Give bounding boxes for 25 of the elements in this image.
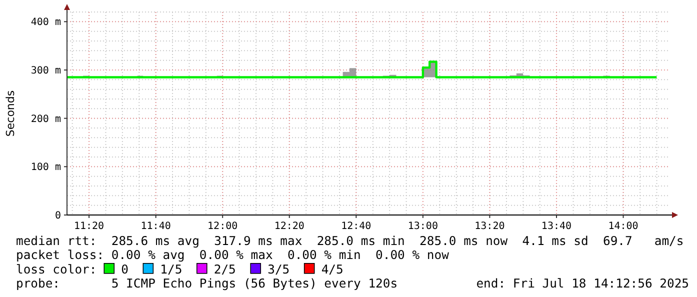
y-tick-label: 0 — [54, 210, 61, 222]
text: median rtt: 285.6 ms avg 317.9 ms max 285.0 ms min 285.0 ms now 4.1 ms sd 69.7 am/s — [16, 234, 684, 248]
y-tick-label: 100 m — [30, 162, 61, 174]
x-tick-label: 12:20 — [274, 221, 304, 232]
legend-label: 4/5 — [321, 262, 344, 276]
legend-label: 2/5 — [214, 262, 236, 276]
x-tick-label: 11:20 — [74, 221, 104, 232]
x-tick-label: 12:40 — [341, 221, 372, 232]
legend-label: 3/5 — [268, 262, 290, 276]
x-tick-label: 13:00 — [408, 221, 438, 232]
y-tick-label: 400 m — [30, 17, 61, 28]
legend-title: loss color: — [16, 262, 97, 276]
x-tick-label: 13:40 — [541, 221, 572, 232]
x-tick-label: 14:00 — [608, 221, 638, 232]
y-tick-label: 200 m — [30, 114, 61, 125]
legend-label: 0 — [121, 262, 128, 276]
x-tick-label: 11:40 — [140, 221, 171, 232]
x-tick-label: 13:20 — [474, 221, 505, 232]
text: packet loss: 0.00 % avg 0.00 % max 0.00 % min 0.00 % now — [16, 248, 450, 262]
text: end: Fri Jul 18 14:12:56 2025 — [476, 276, 689, 291]
legend-label: 1/5 — [160, 262, 182, 276]
x-tick-label: 12:00 — [208, 221, 238, 232]
y-axis-title: Seconds — [4, 90, 17, 137]
y-tick-label: 300 m — [30, 66, 61, 76]
text: probe: 5 ICMP Echo Pings (56 Bytes) every 120s — [16, 276, 398, 291]
